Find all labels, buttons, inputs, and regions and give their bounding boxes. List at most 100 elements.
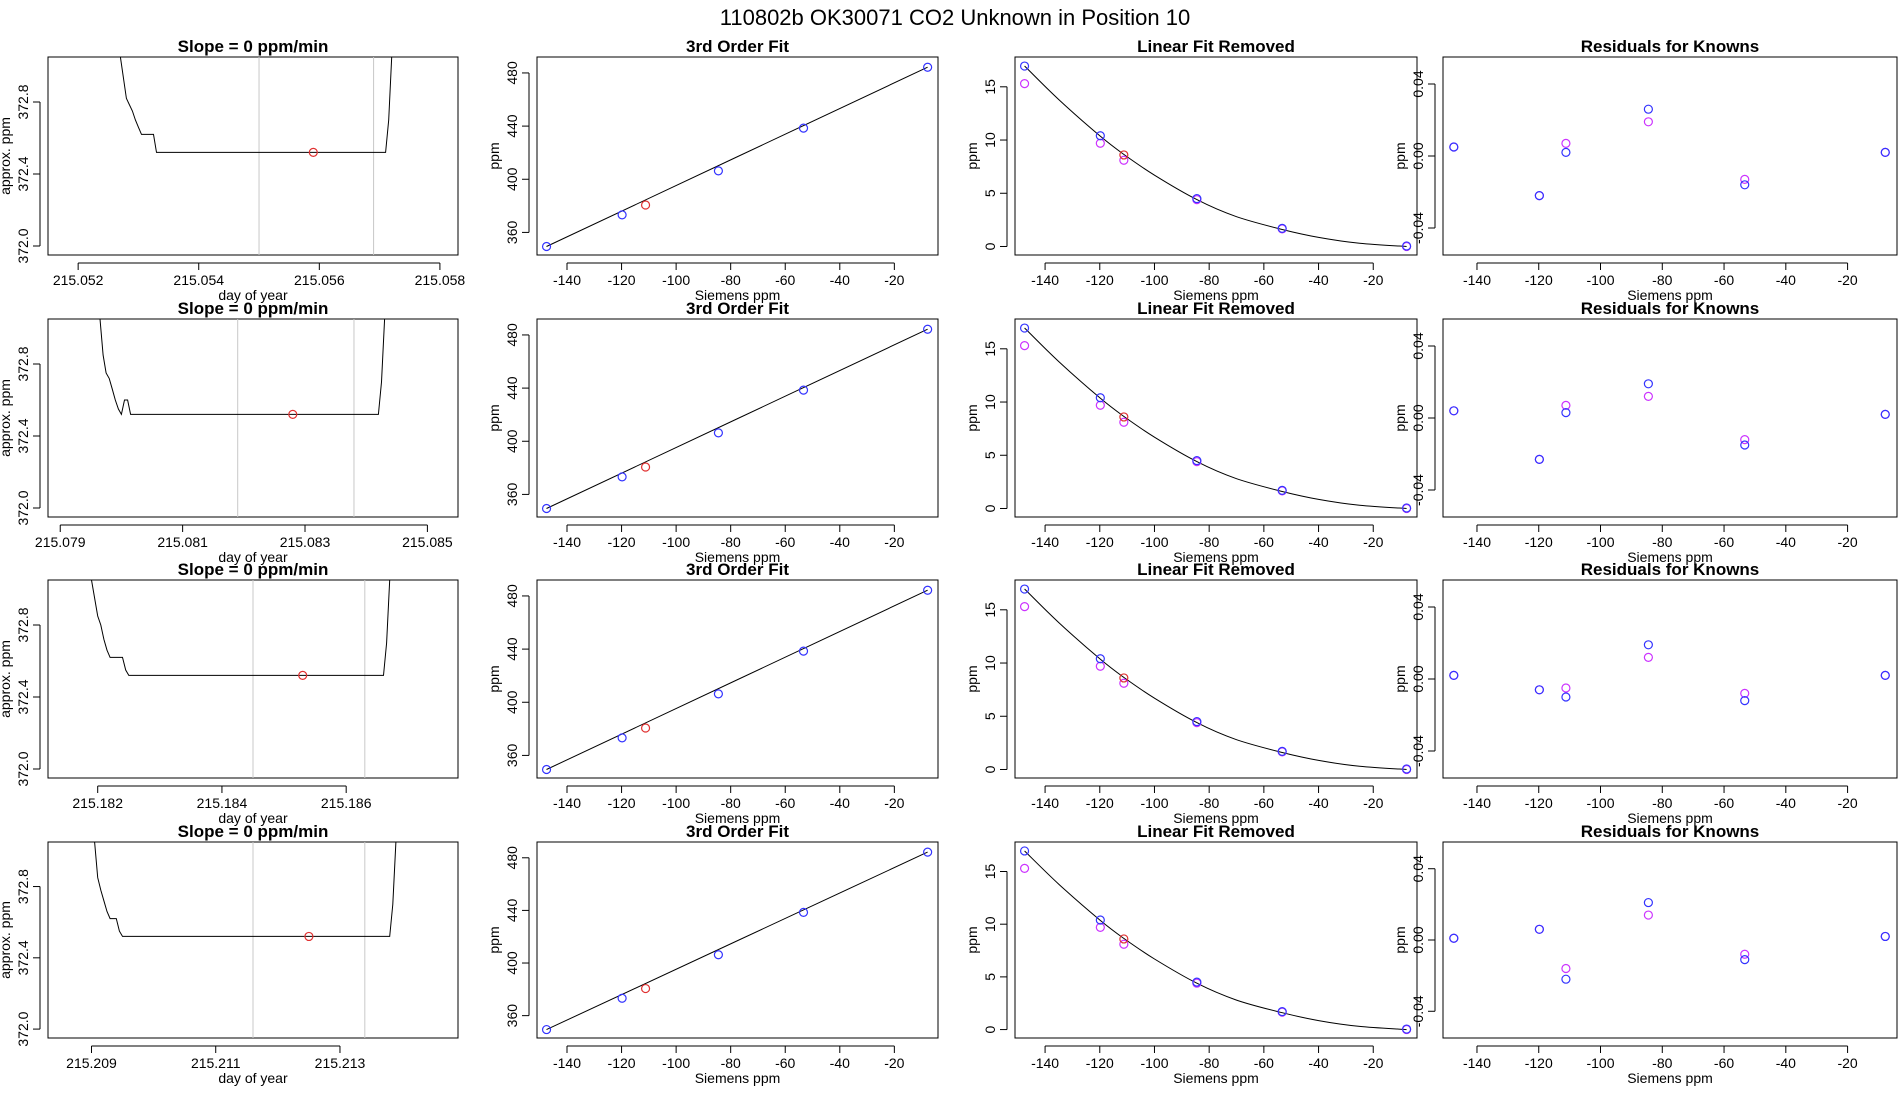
y-tick-label: 10: [982, 916, 998, 932]
plot-area: [119, 57, 393, 255]
panel-title: Slope = 0 ppm/min: [178, 299, 329, 318]
known-point: [1192, 455, 1202, 466]
known-point: [617, 733, 627, 743]
y-tick-label: 440: [504, 637, 520, 661]
known-point: [1643, 640, 1653, 650]
y-axis-label: ppm: [1392, 142, 1408, 169]
y-tick-label: 372.0: [15, 490, 31, 525]
x-tick-label: -140: [553, 534, 581, 550]
known-point-alt: [1561, 138, 1571, 148]
x-tick-label: -20: [1837, 1055, 1857, 1071]
x-tick-label: -60: [1714, 272, 1734, 288]
plot-frame: [536, 579, 939, 779]
known-point-alt: [1095, 138, 1105, 148]
x-tick-label: -140: [553, 795, 581, 811]
y-tick-label: 0: [982, 242, 998, 250]
x-tick-label: -100: [1140, 795, 1168, 811]
x-tick-label: -60: [775, 534, 795, 550]
y-tick-label: 0.04: [1410, 70, 1426, 97]
known-point: [713, 428, 724, 438]
x-tick-label: -140: [1463, 272, 1491, 288]
x-tick-label: 215.081: [157, 534, 208, 550]
known-point: [1402, 1024, 1412, 1034]
known-point: [1277, 746, 1287, 756]
panel-title: Linear Fit Removed: [1137, 299, 1295, 318]
x-tick-label: -60: [775, 272, 795, 288]
known-point: [713, 166, 724, 176]
known-point: [1095, 654, 1105, 664]
panel-grid: Slope = 0 ppm/min 215.052 215.054 215.056 21…: [0, 37, 1898, 1086]
chart-panel-r2-c2: Linear Fit Removed -140 -120 -100 -80 -60 -40 -…: [964, 560, 1418, 826]
plot-area: [541, 847, 933, 1035]
x-tick-label: -120: [1086, 534, 1114, 550]
y-axis-label: ppm: [486, 404, 502, 431]
x-tick-label: -40: [1308, 795, 1328, 811]
known-point: [1277, 485, 1287, 495]
x-tick-label: -120: [1086, 1055, 1114, 1071]
known-point: [713, 950, 724, 960]
unknown-point-alt: [1119, 155, 1129, 165]
y-tick-label: 372.8: [15, 607, 31, 642]
x-tick-label: -80: [721, 272, 741, 288]
y-tick-label: 360: [504, 1004, 520, 1028]
x-tick-label: -140: [553, 272, 581, 288]
y-tick-label: 372.4: [15, 418, 31, 453]
y-tick-label: 372.0: [15, 751, 31, 786]
fit-curve: [1024, 588, 1407, 770]
known-point: [1449, 142, 1459, 152]
average-marker: [288, 409, 298, 419]
x-tick-label: 215.085: [402, 534, 453, 550]
plot-frame: [1014, 841, 1418, 1039]
y-axis-label: ppm: [486, 926, 502, 953]
y-tick-label: 360: [504, 221, 520, 245]
x-tick-label: -20: [1837, 795, 1857, 811]
panel-title: Residuals for Knowns: [1581, 822, 1760, 841]
known-point-alt: [1643, 652, 1653, 663]
unknown-point: [1119, 150, 1129, 160]
y-tick-label: 400: [504, 167, 520, 191]
known-point: [1095, 393, 1105, 403]
known-point: [1643, 379, 1653, 389]
unknown-point: [640, 462, 651, 472]
x-tick-label: -80: [1199, 534, 1219, 550]
y-tick-label: 5: [982, 189, 998, 197]
known-point: [1449, 670, 1459, 681]
plot-frame: [1014, 56, 1418, 256]
known-point: [1402, 503, 1412, 513]
known-point: [541, 764, 552, 775]
x-tick-label: -20: [884, 1055, 904, 1071]
known-point: [1534, 924, 1544, 934]
plot-frame: [1442, 579, 1898, 779]
fit-curve: [1024, 327, 1407, 509]
x-tick-label: 215.213: [315, 1055, 366, 1071]
unknown-point: [1119, 412, 1129, 422]
known-point: [1740, 180, 1750, 190]
plot-area: [94, 842, 397, 1038]
x-tick-label: -140: [1463, 795, 1491, 811]
chart-panel-r2-c1: 3rd Order Fit -140 -120 -100 -80 -60 -40 -20 Sie…: [486, 560, 939, 826]
y-tick-label: 0.04: [1410, 593, 1426, 620]
x-tick-label: -40: [1776, 795, 1796, 811]
concentration-trace: [94, 842, 397, 937]
known-point: [1277, 1007, 1287, 1017]
known-point: [923, 847, 933, 857]
x-tick-label: -80: [1652, 534, 1672, 550]
x-tick-label: -80: [1199, 1055, 1219, 1071]
fit-curve: [546, 589, 928, 770]
x-tick-label: -120: [608, 272, 636, 288]
x-axis-label: Siemens ppm: [1173, 1070, 1259, 1086]
x-axis-label: Siemens ppm: [1173, 549, 1259, 565]
chart-panel-r1-c2: Linear Fit Removed -140 -120 -100 -80 -60 -40 -…: [964, 299, 1418, 565]
plot-frame: [536, 318, 939, 518]
known-point: [1561, 147, 1571, 157]
x-tick-label: -120: [608, 795, 636, 811]
y-axis-label: approx. ppm: [0, 379, 13, 457]
plot-area: [1019, 846, 1412, 1035]
y-tick-label: 15: [982, 79, 998, 95]
x-tick-label: -80: [1652, 1055, 1672, 1071]
x-tick-label: -100: [1586, 1055, 1614, 1071]
unknown-point: [1119, 673, 1129, 683]
x-tick-label: -120: [1525, 534, 1553, 550]
known-point: [1880, 670, 1890, 681]
y-axis-label: ppm: [1392, 404, 1408, 431]
